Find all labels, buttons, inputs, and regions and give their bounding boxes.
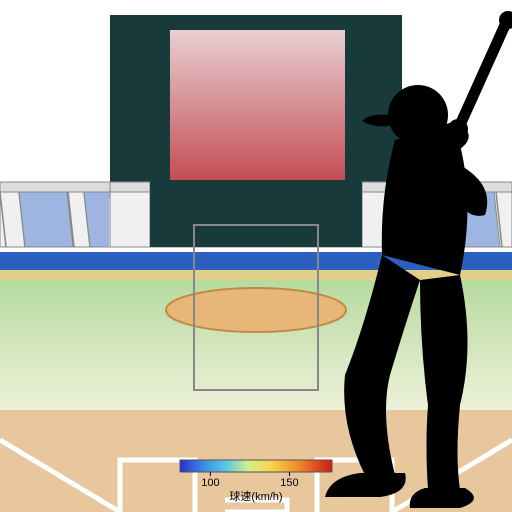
scoreboard-stem bbox=[150, 182, 362, 247]
wall-blue-panel bbox=[19, 192, 73, 247]
colorbar-tick: 150 bbox=[280, 477, 298, 489]
colorbar-tick: 100 bbox=[201, 477, 219, 489]
speed-colorbar bbox=[180, 460, 332, 472]
scoreboard-screen bbox=[170, 30, 345, 180]
scene-svg: 100 150球速(km/h) bbox=[0, 0, 512, 512]
colorbar-label: 球速(km/h) bbox=[229, 489, 282, 503]
pitch-location-diagram: 100 150球速(km/h) bbox=[0, 0, 512, 512]
